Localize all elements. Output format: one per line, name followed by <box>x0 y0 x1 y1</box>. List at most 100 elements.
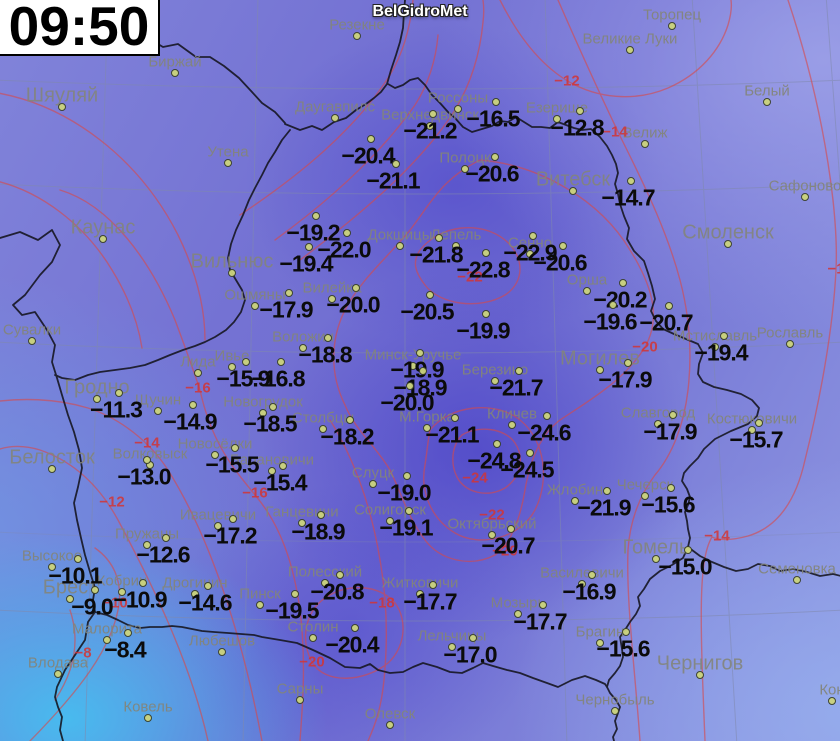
city-dot <box>331 114 339 122</box>
isotherm-label: −20 <box>299 653 325 671</box>
station-temperature: −15.7 <box>729 426 783 453</box>
isotherm-label: −12 <box>99 493 125 511</box>
city-dot <box>801 193 809 201</box>
city-label: Сафоново <box>768 177 840 195</box>
city-label: Кобрин <box>96 572 148 590</box>
station-temperature: −8.4 <box>104 636 146 663</box>
city-dot <box>259 409 267 417</box>
city-label: Чернигов <box>656 652 744 675</box>
city-dot <box>299 344 307 352</box>
station-temperature: −12.6 <box>136 541 190 568</box>
station-dot <box>124 629 132 637</box>
city-label: Брест <box>42 576 98 599</box>
station-temperature: −19.9 <box>456 317 510 344</box>
station-dot <box>343 229 351 237</box>
city-label: Слуцк <box>351 464 395 482</box>
city-label: Ивье <box>214 347 250 365</box>
station-dot <box>669 411 677 419</box>
station-temperature: −19.2 <box>286 219 340 246</box>
city-dot <box>596 639 604 647</box>
city-dot <box>553 115 561 123</box>
city-dot <box>66 595 74 603</box>
city-dot <box>228 363 236 371</box>
city-dot <box>194 369 202 377</box>
city-dot <box>58 103 66 111</box>
isotherm-label: −20 <box>492 542 518 560</box>
station-dot <box>482 310 490 318</box>
city-label: Кон <box>819 681 840 699</box>
city-label: Могилев <box>560 347 640 370</box>
station-temperature: −21.8 <box>409 241 463 268</box>
station-temperature: −21.9 <box>577 494 631 521</box>
station-dot <box>269 403 277 411</box>
city-dot <box>353 32 361 40</box>
station-temperature: −18.2 <box>320 423 374 450</box>
city-dot <box>668 22 676 30</box>
station-temperature: −19.6 <box>583 308 637 335</box>
city-label: Торопец <box>642 6 702 24</box>
station-temperature: −16.8 <box>251 365 305 392</box>
station-dot <box>277 358 285 366</box>
city-dot <box>461 165 469 173</box>
station-temperature: −21.1 <box>366 167 420 194</box>
city-label: Сарны <box>276 680 324 698</box>
station-temperature: −15.0 <box>658 553 712 580</box>
station-temperature: −22.9 <box>503 239 557 266</box>
station-temperature: −20.2 <box>593 286 647 313</box>
isotherm-label: −16 <box>185 379 211 397</box>
station-dot <box>405 507 413 515</box>
city-label: Славгород <box>620 404 696 422</box>
station-dot <box>493 440 501 448</box>
station-dot <box>543 412 551 420</box>
city-label: Малорита <box>71 620 143 638</box>
station-dot <box>291 590 299 598</box>
city-label: Брагин <box>575 623 625 641</box>
city-label: Березино <box>461 361 529 379</box>
station-temperature: −19.0 <box>377 479 431 506</box>
isotherm-label: −22 <box>479 506 505 524</box>
station-temperature: −19.4 <box>694 339 748 366</box>
isotherm-label: −12 <box>554 72 580 90</box>
station-temperature: −21.2 <box>403 117 457 144</box>
city-label: Утена <box>207 143 249 161</box>
station-dot <box>312 212 320 220</box>
station-temperature: −17.7 <box>403 588 457 615</box>
station-dot <box>189 401 197 409</box>
station-temperature: −18.9 <box>393 374 447 401</box>
city-dot <box>793 576 801 584</box>
city-label: Любешов <box>188 632 256 650</box>
city-dot <box>652 555 660 563</box>
city-dot <box>28 337 36 345</box>
station-dot <box>627 177 635 185</box>
station-dot <box>603 487 611 495</box>
city-dot <box>214 522 222 530</box>
city-label: Столин <box>287 618 339 636</box>
isotherm-label: −14 <box>704 527 730 545</box>
station-temperature: −24.5 <box>500 456 554 483</box>
city-dot <box>748 426 756 434</box>
city-dot <box>144 714 152 722</box>
station-temperature: −20.8 <box>310 578 364 605</box>
city-label: Новосёлки <box>177 435 253 453</box>
isotherm-label: −14 <box>602 123 628 141</box>
station-dot <box>622 628 630 636</box>
station-dot <box>624 359 632 367</box>
station-dot <box>491 153 499 161</box>
city-label: Жлобин <box>546 481 604 499</box>
station-dot <box>667 484 675 492</box>
city-dot <box>641 140 649 148</box>
city-dot <box>654 420 662 428</box>
station-temperature: −15.6 <box>596 635 650 662</box>
station-dot <box>279 462 287 470</box>
city-label: Житковичи <box>381 574 459 592</box>
city-label: Вильнюс <box>190 250 274 273</box>
city-dot <box>298 519 306 527</box>
station-dot <box>469 634 477 642</box>
station-dot <box>559 242 567 250</box>
city-dot <box>641 492 649 500</box>
clock: 09:50 <box>0 0 160 56</box>
city-dot <box>99 235 107 243</box>
station-dot <box>755 419 763 427</box>
city-dot <box>448 643 456 651</box>
